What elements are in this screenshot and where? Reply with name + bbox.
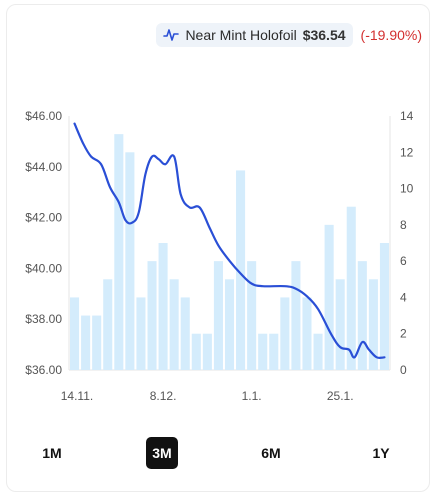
range-button-1y[interactable]: 1Y [372,445,390,461]
volume-bar[interactable] [368,279,378,370]
legend-series[interactable]: Near Mint Holofoil $36.54 [156,23,353,47]
right-axis-tick: 12 [400,145,414,159]
left-axis-tick: $44.00 [25,160,62,174]
volume-bar[interactable] [280,297,290,370]
range-selector: 1M 3M 6M 1Y [0,437,436,469]
volume-bar[interactable] [81,315,91,370]
x-axis-tick: 8.12. [150,389,177,403]
volume-bar[interactable] [247,261,257,370]
volume-bar[interactable] [346,206,356,370]
volume-bar[interactable] [324,224,334,370]
volume-bar[interactable] [136,297,146,370]
legend-series-name: Near Mint Holofoil [185,27,297,43]
left-axis-tick: $40.00 [25,261,62,275]
volume-bar[interactable] [224,279,235,370]
volume-bar[interactable] [169,279,179,370]
right-axis-tick: 8 [400,218,407,232]
range-button-1m[interactable]: 1M [42,445,62,461]
volume-bar[interactable] [158,243,168,370]
legend: Near Mint Holofoil $36.54 (-19.90%) [156,23,422,47]
volume-bar[interactable] [313,333,323,370]
x-axis-tick: 25.1. [327,389,354,403]
volume-bar[interactable] [236,170,246,370]
volume-bar[interactable] [202,333,212,370]
chart-card [6,4,430,492]
volume-bar[interactable] [92,315,102,370]
range-button-6m[interactable]: 6M [261,445,281,461]
volume-bar[interactable] [258,333,268,370]
volume-bar[interactable] [180,297,190,370]
x-axis-tick: 14.11. [61,389,93,403]
volume-bar[interactable] [302,297,312,370]
volume-bar[interactable] [291,261,301,370]
volume-bar[interactable] [269,333,279,370]
volume-bar[interactable] [379,243,389,370]
volume-bar[interactable] [191,333,201,370]
volume-bar[interactable] [114,134,124,370]
volume-bar[interactable] [147,261,157,370]
right-axis-tick: 10 [400,182,414,196]
price-line[interactable] [73,122,386,360]
left-axis-tick: $36.00 [25,363,62,377]
legend-change: (-19.90%) [360,27,422,43]
left-axis-tick: $46.00 [25,109,62,123]
volume-bar[interactable] [70,297,80,370]
legend-price: $36.54 [302,27,346,43]
price-chart: $46.00 $44.00 $42.00 $40.00 $38.00 $36.00 14 12… [25,109,414,403]
right-axis-tick: 6 [400,254,407,268]
right-axis-tick: 14 [400,109,414,123]
volume-bar[interactable] [103,279,113,370]
volume-bar[interactable] [357,261,367,370]
volume-bar[interactable] [125,152,135,370]
volume-bar[interactable] [213,261,223,370]
range-button-3m[interactable]: 3M [146,437,178,469]
volume-bar[interactable] [335,279,345,370]
left-axis-tick: $42.00 [25,211,62,225]
x-axis-tick: 1.1. [242,389,262,403]
left-axis-tick: $38.00 [25,312,62,326]
right-axis-tick: 0 [400,363,407,377]
line-chart-icon [163,29,180,41]
right-axis-tick: 4 [400,290,407,304]
right-axis-tick: 2 [400,327,407,341]
